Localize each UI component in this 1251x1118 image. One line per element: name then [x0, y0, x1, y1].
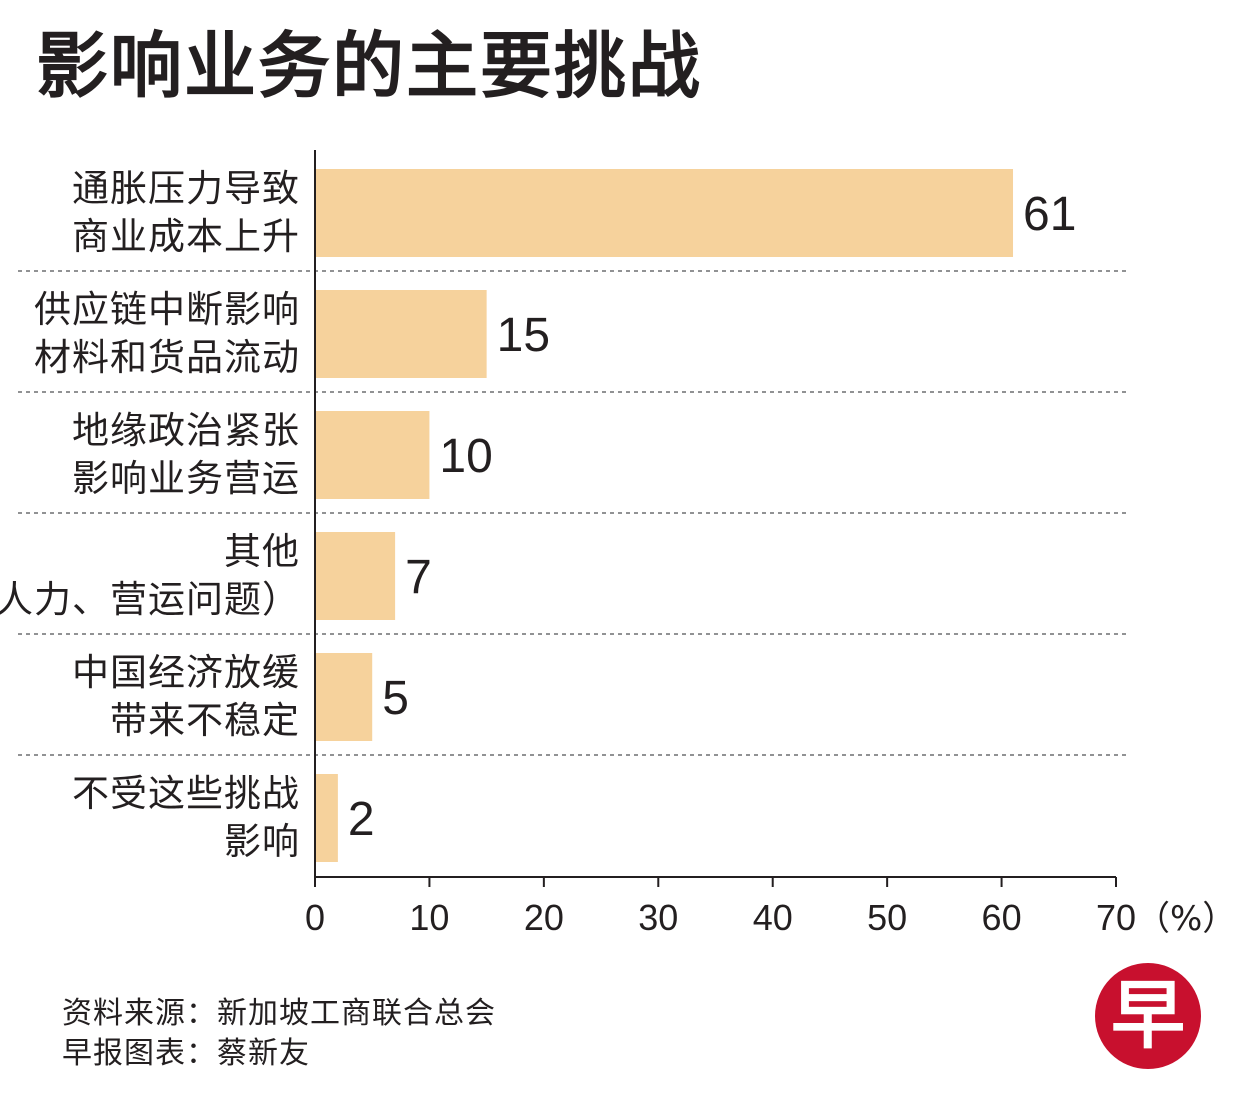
chart-title: 影响业务的主要挑战: [36, 24, 703, 108]
bar: [315, 653, 373, 741]
data-label: 7: [405, 551, 432, 604]
category-label: 地缘政治紧张 影响业务营运: [72, 409, 300, 500]
credit-note: 早报图表：蔡新友: [62, 1036, 310, 1071]
x-tick-label: 40: [753, 897, 793, 938]
x-tick-label: 20: [524, 897, 564, 938]
data-label: 61: [1023, 188, 1076, 241]
source-note: 资料来源：新加坡工商联合总会: [62, 996, 496, 1031]
x-tick-label: 10: [409, 897, 449, 938]
data-label: 15: [497, 309, 550, 362]
bar: [315, 532, 396, 620]
data-label: 5: [382, 672, 409, 725]
data-label: 2: [348, 793, 375, 846]
x-tick-label: 70: [1096, 897, 1136, 938]
data-label: 10: [439, 430, 492, 483]
bar: [315, 169, 1014, 257]
zaobao-logo: 早: [1095, 963, 1201, 1069]
x-tick-label: 60: [982, 897, 1022, 938]
x-tick-label: 30: [638, 897, 678, 938]
bar: [315, 290, 487, 378]
bar: [315, 774, 338, 862]
category-label: 其他 （人力、营运问题）: [0, 530, 300, 621]
logo-text: 早: [1111, 973, 1185, 1059]
x-tick-label: 50: [867, 897, 907, 938]
category-label: 不受这些挑战 影响: [72, 772, 300, 863]
category-label: 通胀压力导致 商业成本上升: [72, 167, 300, 258]
x-tick-label: 0: [305, 897, 325, 938]
category-label: 中国经济放缓 带来不稳定: [72, 651, 300, 742]
bar: [315, 411, 430, 499]
category-label: 供应链中断影响 材料和货品流动: [34, 288, 300, 379]
x-unit-label: （%）: [1136, 899, 1236, 939]
